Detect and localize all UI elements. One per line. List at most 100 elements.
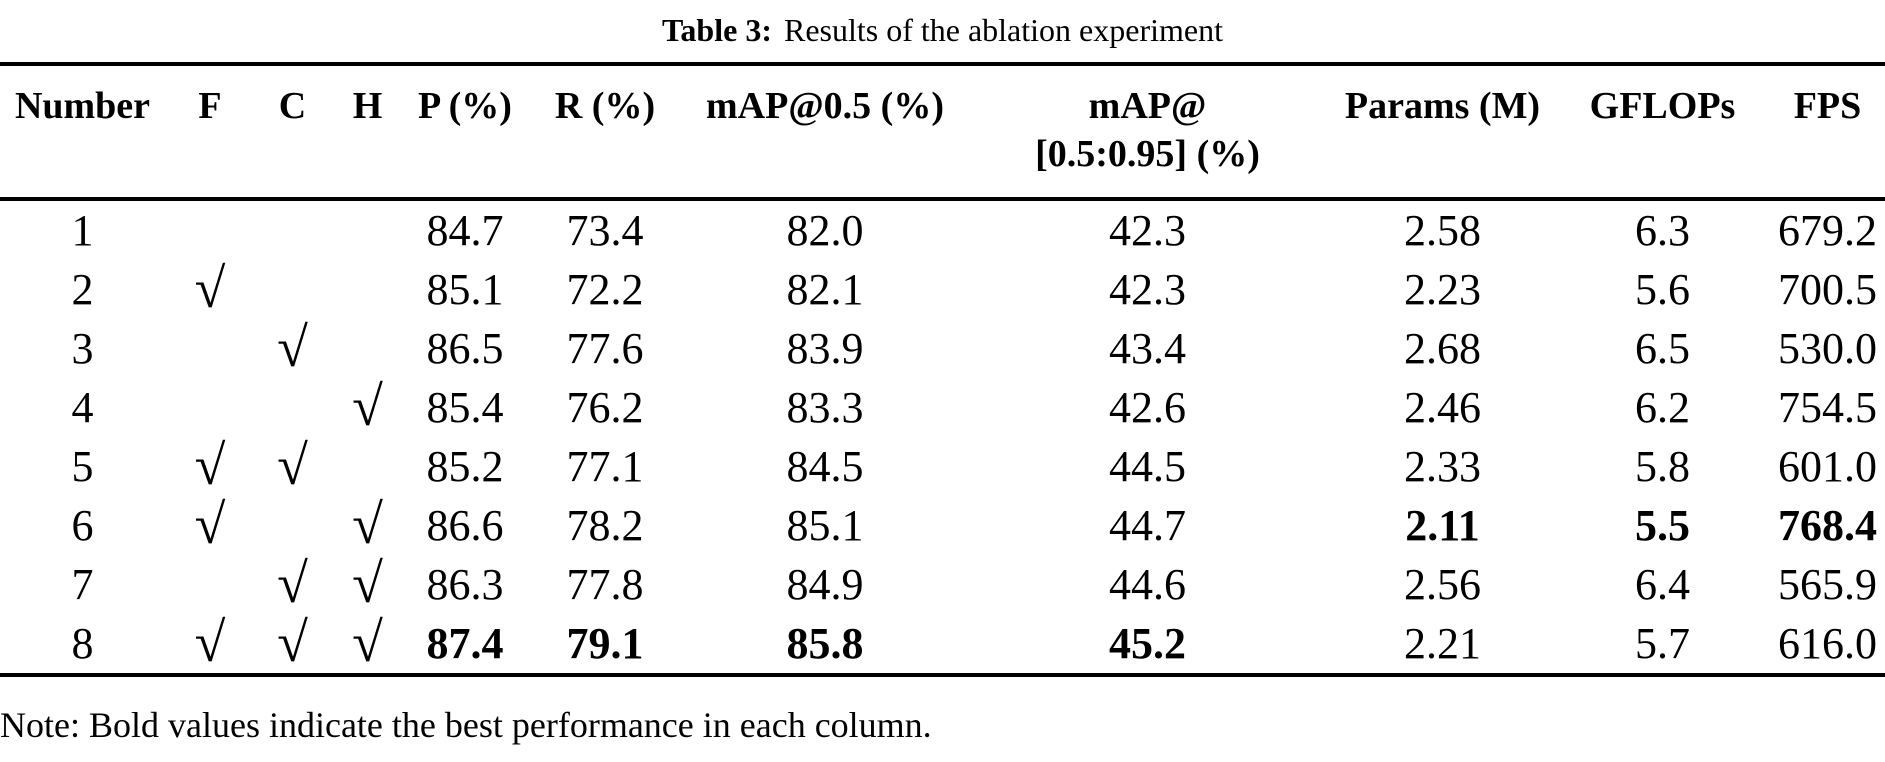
col-header-h: H bbox=[330, 64, 405, 201]
cell-map50: 85.8 bbox=[786, 619, 864, 668]
cell-number: 2 bbox=[71, 265, 94, 314]
cell-h: √ bbox=[352, 553, 383, 615]
table-caption-text: Results of the ablation experiment bbox=[783, 12, 1223, 48]
cell-fps: 530.0 bbox=[1778, 324, 1877, 373]
cell-f bbox=[165, 378, 255, 437]
cell-map5095: 44.6 bbox=[1109, 560, 1186, 609]
cell-params: 2.33 bbox=[1404, 442, 1481, 491]
cell-h: √ bbox=[352, 376, 383, 438]
cell-c: √ bbox=[277, 435, 308, 497]
col-header-f: F bbox=[165, 64, 255, 201]
cell-c bbox=[255, 199, 330, 260]
cell-gflops: 6.2 bbox=[1635, 383, 1690, 432]
cell-r: 72.2 bbox=[566, 265, 644, 314]
cell-h: √ bbox=[352, 494, 383, 556]
cell-fps: 565.9 bbox=[1778, 560, 1877, 609]
col-header-map5095: mAP@ [0.5:0.95] (%) bbox=[965, 64, 1330, 201]
cell-map50: 84.5 bbox=[786, 442, 864, 491]
cell-f: √ bbox=[194, 612, 226, 674]
cell-number: 7 bbox=[71, 560, 94, 609]
cell-fps: 616.0 bbox=[1778, 619, 1877, 668]
cell-h bbox=[330, 199, 405, 260]
cell-r: 76.2 bbox=[566, 383, 644, 432]
cell-f bbox=[165, 555, 255, 614]
cell-params: 2.21 bbox=[1404, 619, 1481, 668]
col-header-r: R (%) bbox=[525, 64, 685, 201]
cell-gflops: 6.3 bbox=[1635, 206, 1690, 255]
col-header-map50: mAP@0.5 (%) bbox=[685, 64, 965, 201]
cell-map5095: 44.5 bbox=[1109, 442, 1186, 491]
cell-gflops: 6.5 bbox=[1635, 324, 1690, 373]
col-header-gflops: GFLOPs bbox=[1555, 64, 1770, 201]
cell-map5095: 42.6 bbox=[1109, 383, 1186, 432]
cell-h bbox=[330, 260, 405, 319]
table-note: Note: Bold values indicate the best perf… bbox=[0, 705, 932, 745]
cell-c: √ bbox=[277, 553, 308, 615]
cell-f bbox=[165, 319, 255, 378]
table-row: 7 √ √ 86.3 77.8 84.9 44.6 2.56 6.4 565.9 bbox=[0, 555, 1885, 614]
cell-map5095: 45.2 bbox=[1109, 619, 1186, 668]
cell-r: 78.2 bbox=[566, 501, 644, 550]
table-row: 3 √ 86.5 77.6 83.9 43.4 2.68 6.5 530.0 bbox=[0, 319, 1885, 378]
cell-map50: 83.3 bbox=[786, 383, 864, 432]
table-row: 5 √ √ 85.2 77.1 84.5 44.5 2.33 5.8 601.0 bbox=[0, 437, 1885, 496]
col-header-number: Number bbox=[0, 64, 165, 201]
table-header-row: Number F C H P (%) R (%) mAP@0.5 (%) mAP… bbox=[0, 64, 1885, 201]
table-row: 2 √ 85.1 72.2 82.1 42.3 2.23 5.6 700.5 bbox=[0, 260, 1885, 319]
cell-map50: 82.0 bbox=[786, 206, 864, 255]
cell-r: 77.8 bbox=[566, 560, 644, 609]
cell-fps: 601.0 bbox=[1778, 442, 1877, 491]
cell-params: 2.23 bbox=[1404, 265, 1481, 314]
cell-f bbox=[165, 199, 255, 260]
cell-r: 77.6 bbox=[566, 324, 644, 373]
cell-map5095: 42.3 bbox=[1109, 206, 1186, 255]
cell-h: √ bbox=[352, 612, 383, 674]
cell-fps: 754.5 bbox=[1778, 383, 1877, 432]
cell-c: √ bbox=[277, 612, 308, 674]
cell-map50: 84.9 bbox=[786, 560, 864, 609]
cell-params: 2.11 bbox=[1405, 501, 1480, 550]
cell-p: 85.2 bbox=[426, 442, 504, 491]
cell-r: 73.4 bbox=[566, 206, 644, 255]
ablation-results-table: Number F C H P (%) R (%) mAP@0.5 (%) mAP… bbox=[0, 62, 1885, 677]
cell-gflops: 6.4 bbox=[1635, 560, 1690, 609]
table-row: 6 √ √ 86.6 78.2 85.1 44.7 2.11 5.5 768.4 bbox=[0, 496, 1885, 555]
cell-p: 85.1 bbox=[426, 265, 504, 314]
cell-params: 2.68 bbox=[1404, 324, 1481, 373]
cell-number: 3 bbox=[71, 324, 94, 373]
cell-map50: 85.1 bbox=[786, 501, 864, 550]
cell-number: 4 bbox=[71, 383, 94, 432]
cell-p: 84.7 bbox=[426, 206, 504, 255]
cell-r: 79.1 bbox=[566, 619, 644, 668]
cell-fps: 679.2 bbox=[1778, 206, 1877, 255]
cell-p: 87.4 bbox=[426, 619, 504, 668]
cell-c: √ bbox=[277, 317, 308, 379]
cell-map50: 83.9 bbox=[786, 324, 864, 373]
cell-h bbox=[330, 319, 405, 378]
cell-c bbox=[255, 260, 330, 319]
col-header-fps: FPS bbox=[1770, 64, 1885, 201]
cell-fps: 768.4 bbox=[1778, 501, 1877, 550]
cell-map5095: 44.7 bbox=[1109, 501, 1186, 550]
cell-gflops: 5.7 bbox=[1635, 619, 1690, 668]
cell-f: √ bbox=[194, 494, 226, 556]
table-row: 8 √ √ √ 87.4 79.1 85.8 45.2 2.21 5.7 616… bbox=[0, 614, 1885, 675]
cell-f: √ bbox=[194, 435, 226, 497]
col-header-map5095-line1: mAP@ bbox=[1088, 85, 1207, 127]
cell-number: 8 bbox=[71, 619, 94, 668]
cell-map5095: 42.3 bbox=[1109, 265, 1186, 314]
cell-params: 2.56 bbox=[1404, 560, 1481, 609]
col-header-c: C bbox=[255, 64, 330, 201]
cell-p: 86.5 bbox=[426, 324, 504, 373]
table-row: 1 84.7 73.4 82.0 42.3 2.58 6.3 679.2 bbox=[0, 199, 1885, 260]
cell-gflops: 5.5 bbox=[1635, 501, 1690, 550]
table-caption-label: Table 3: bbox=[662, 12, 772, 48]
col-header-map5095-line2: [0.5:0.95] (%) bbox=[1035, 133, 1260, 175]
cell-number: 6 bbox=[71, 501, 94, 550]
cell-h bbox=[330, 437, 405, 496]
cell-f: √ bbox=[194, 258, 226, 320]
cell-gflops: 5.6 bbox=[1635, 265, 1690, 314]
cell-map50: 82.1 bbox=[786, 265, 864, 314]
cell-p: 86.3 bbox=[426, 560, 504, 609]
table-caption: Table 3: Results of the ablation experime… bbox=[0, 0, 1885, 62]
